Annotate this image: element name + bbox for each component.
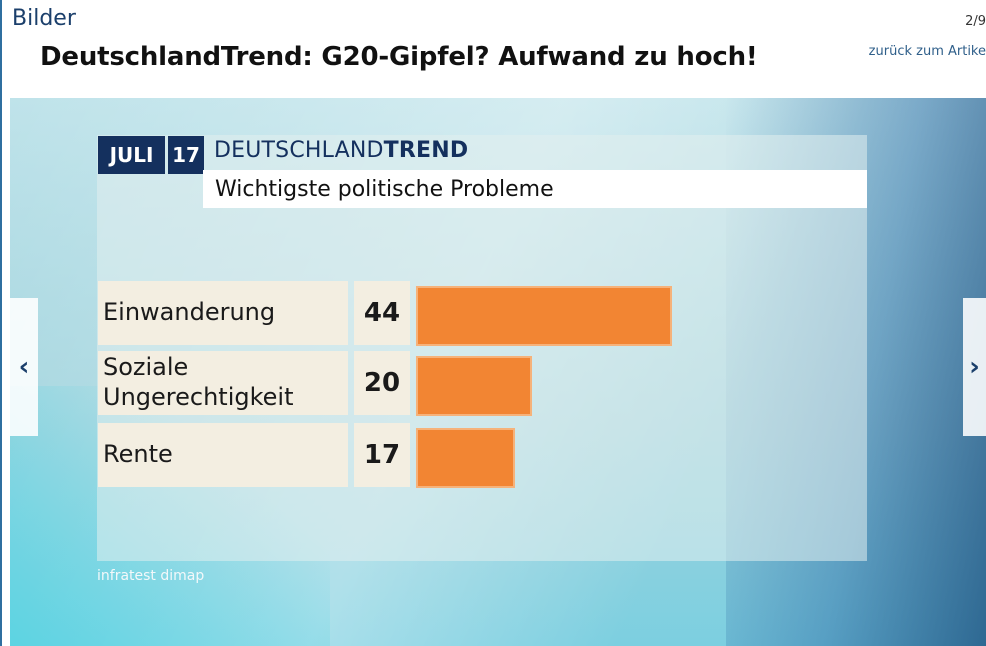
back-to-article-link[interactable]: zurück zum Artike [868,44,986,59]
bar [416,286,672,346]
chart-subtitle: Wichtigste politische Probleme [215,176,554,202]
data-value-label: 44 [354,281,410,345]
previous-image-button[interactable]: ‹ [10,298,38,436]
gallery-image: JULI 17 DEUTSCHLANDTREND Wichtigste poli… [10,98,986,646]
badge-month: JULI [98,136,165,174]
chart-subtitle-bar: Wichtigste politische Probleme [203,170,867,208]
left-accent-rule [0,0,2,646]
badge-year: 17 [168,136,204,174]
data-value-label: 17 [354,423,410,487]
brand-title-regular: DEUTSCHLAND [214,138,384,163]
brand-title: DEUTSCHLANDTREND [214,138,468,163]
chevron-left-icon: ‹ [18,352,30,382]
next-image-button[interactable]: › [963,298,986,436]
bar [416,428,515,488]
category-label: Einwanderung [98,281,348,345]
data-value-label: 20 [354,351,410,415]
section-label: Bilder [12,6,76,31]
source-credit: infratest dimap [97,568,205,584]
category-label: Soziale Ungerechtigkeit [98,351,348,415]
brand-title-bold: TREND [383,138,469,163]
bar [416,356,532,416]
category-label: Rente [98,423,348,487]
image-counter: 2/9 [965,14,986,29]
chevron-right-icon: › [969,352,980,382]
page-title: DeutschlandTrend: G20-Gipfel? Aufwand zu… [40,42,758,72]
